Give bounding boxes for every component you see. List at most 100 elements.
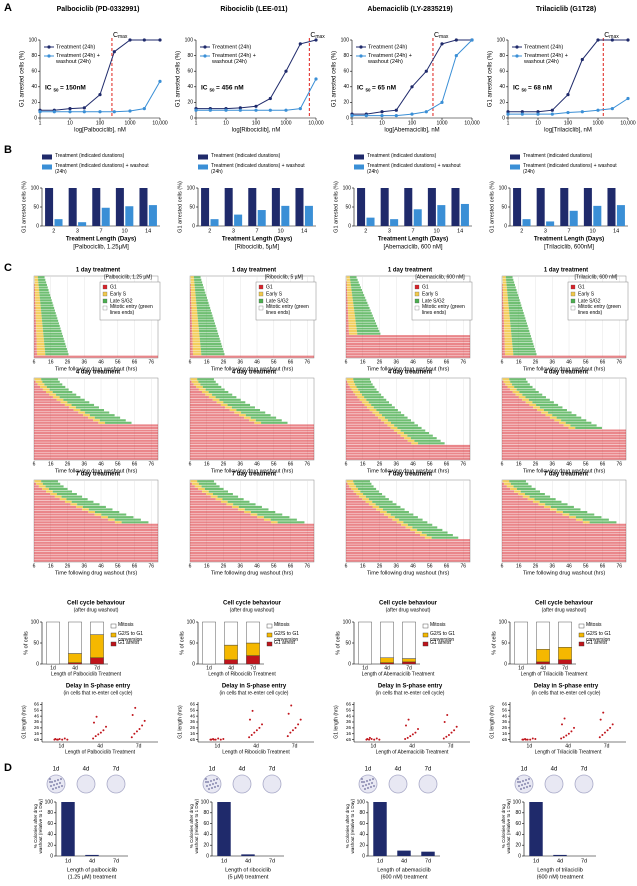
cmax-label: C — [604, 32, 609, 39]
x-axis-label: Length of trilaciclib — [537, 867, 583, 873]
x-tick-label: 66 — [600, 461, 606, 467]
y-tick-label: 60 — [31, 69, 37, 75]
bar — [68, 188, 77, 226]
colony — [517, 778, 519, 780]
bar — [536, 188, 545, 226]
y-tick-label: 16 — [502, 731, 508, 736]
dish-label: 7d — [113, 767, 120, 773]
data-point — [424, 110, 428, 114]
bar-segment — [224, 644, 238, 660]
colony — [523, 787, 525, 789]
legend-swatch — [578, 632, 585, 638]
dish — [46, 774, 66, 794]
data-point — [253, 731, 256, 734]
colony — [367, 787, 369, 789]
colony — [517, 781, 519, 783]
x-axis-label: (1.25 µM) treatment — [68, 874, 117, 880]
data-point — [560, 723, 563, 726]
bar — [257, 210, 266, 226]
x-tick-label: 1d — [65, 858, 71, 864]
legend-text: G1 arrest — [430, 640, 451, 647]
legend-swatch — [570, 298, 576, 304]
x-tick-label: 16 — [48, 563, 54, 569]
legend-text: Mitotic entry (green lines ends) — [578, 304, 621, 316]
data-point — [450, 731, 453, 734]
x-tick-label: 4d — [401, 858, 407, 864]
data-point — [520, 110, 524, 114]
colony — [206, 785, 208, 787]
bar — [281, 205, 290, 226]
x-tick-label: 26 — [65, 563, 71, 569]
timeline-title: 4 day treatment — [388, 370, 432, 376]
colony — [51, 781, 53, 783]
legend-swatch — [258, 291, 264, 297]
colony — [213, 779, 215, 781]
data-point — [99, 731, 102, 734]
legend-swatch — [414, 291, 420, 297]
data-point — [370, 738, 373, 741]
drug-title: Trilaciclib (G1T28) — [536, 6, 596, 13]
series-line — [40, 39, 160, 111]
data-point — [506, 110, 510, 114]
x-tick-label: 26 — [377, 563, 383, 569]
bar-segment — [90, 657, 104, 665]
data-point — [364, 114, 368, 118]
x-tick-label: 4d — [253, 743, 259, 749]
y-tick-label: 50 — [501, 204, 507, 210]
drug-title: Palbociclib (PD-0332991) — [57, 6, 140, 13]
data-point — [102, 729, 105, 732]
subtitle: [Ribociclib, 5 µM] — [265, 274, 304, 280]
x-tick-label: 76 — [617, 359, 623, 365]
timeline-title: 1 day treatment — [544, 268, 588, 274]
bar-segment — [536, 649, 550, 663]
x-tick-label: 7 — [99, 228, 102, 234]
x-axis-label: (5 µM) treatment — [228, 874, 269, 880]
y-tick-label: 66 — [190, 702, 196, 707]
x-tick-label: 56 — [271, 563, 277, 569]
y-tick-label: 26 — [346, 725, 352, 730]
bar — [85, 854, 99, 856]
legend-swatch — [266, 632, 273, 638]
x-tick-label: 26 — [65, 461, 71, 467]
legend-text: Treatment (indicated durations) — [523, 153, 593, 160]
x-tick-label: 10 — [535, 120, 541, 126]
cmax-label: C — [434, 32, 439, 39]
x-tick-label: 3 — [232, 228, 235, 234]
y-tick-label: 0 — [36, 223, 39, 229]
data-point — [560, 737, 563, 740]
chart-title: Cell cycle behaviour — [379, 601, 438, 607]
bar — [513, 188, 522, 226]
data-point — [143, 719, 146, 722]
legend-text: G2/S to G1 conversion — [274, 631, 300, 643]
x-tick-label: 56 — [583, 359, 589, 365]
x-tick-label: 6 — [345, 359, 348, 365]
bar — [54, 219, 63, 226]
legend-swatch — [258, 305, 264, 311]
data-point — [550, 112, 554, 116]
legend-swatch — [414, 298, 420, 304]
legend-marker — [515, 54, 519, 58]
x-tick-label: 36 — [237, 563, 243, 569]
x-axis-label: (600 nM) treatment — [381, 874, 428, 880]
y-axis-label: % of cells — [335, 631, 341, 655]
x-axis-label: Length of Ribociclib Treatment — [222, 749, 290, 755]
colony — [528, 778, 530, 780]
data-point — [610, 38, 614, 42]
x-tick-label: 1000 — [436, 120, 447, 126]
legend-marker — [47, 45, 51, 49]
y-tick-label: 56 — [34, 707, 40, 712]
data-point — [142, 38, 146, 42]
x-tick-label: 7d — [581, 858, 587, 864]
y-tick-label: 0 — [346, 115, 349, 121]
bar-segment — [90, 621, 104, 635]
y-tick-label: 40 — [499, 84, 505, 90]
legend-swatch — [354, 164, 364, 170]
x-tick-label: 10 — [122, 228, 128, 234]
data-point — [455, 725, 458, 728]
y-tick-label: 100 — [513, 799, 522, 805]
timeline-title: 7 day treatment — [76, 472, 120, 478]
colony — [521, 784, 523, 786]
y-tick-label: 80 — [203, 810, 209, 816]
y-tick-label: 26 — [34, 725, 40, 730]
